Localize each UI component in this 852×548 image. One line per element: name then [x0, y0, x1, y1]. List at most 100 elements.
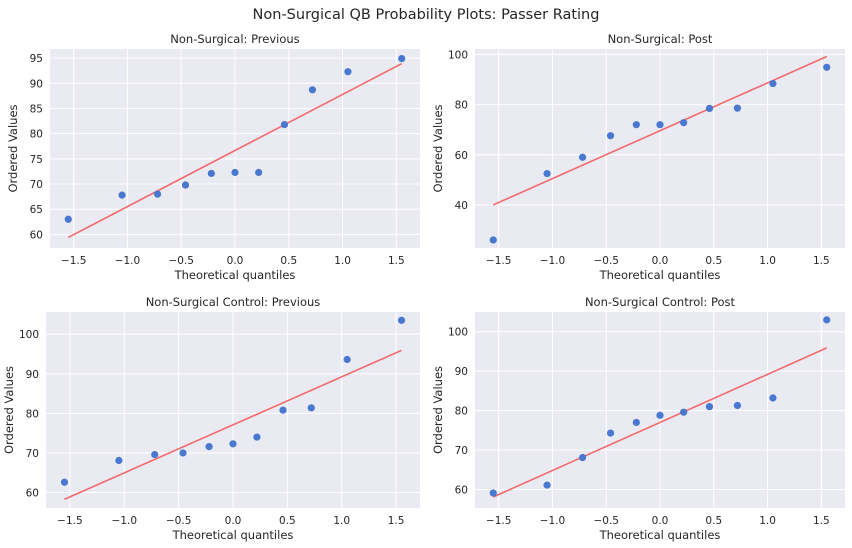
data-point [733, 104, 742, 112]
y-tick-label: 70 [30, 179, 43, 191]
data-point [578, 153, 587, 161]
data-point [231, 168, 239, 177]
x-tick-label: −1.5 [486, 255, 512, 267]
x-tick-label: 1.0 [759, 255, 776, 267]
data-point [255, 168, 263, 177]
x-tick-label: −1.0 [112, 515, 138, 527]
data-point [578, 453, 587, 462]
x-tick-label: 1.5 [388, 255, 405, 267]
x-axis-label: Theoretical quantiles [172, 528, 294, 542]
x-tick-label: 0.5 [705, 515, 722, 527]
data-point [207, 169, 215, 178]
x-axis-label: Theoretical quantiles [599, 528, 721, 542]
fit-line [492, 347, 828, 498]
y-tick-label: 60 [26, 488, 39, 500]
x-tick-label: 1.5 [813, 255, 830, 267]
x-tick-label: 0.5 [280, 255, 297, 267]
data-point [181, 181, 190, 189]
y-tick-label: 70 [26, 448, 39, 460]
data-point [543, 481, 551, 489]
data-point [632, 418, 640, 427]
fit-line [67, 62, 403, 239]
y-tick-label: 80 [455, 406, 468, 418]
data-point [489, 236, 497, 244]
data-point [680, 408, 688, 416]
data-point [118, 191, 126, 199]
y-tick-label: 100 [448, 327, 468, 339]
data-point [705, 403, 714, 411]
x-tick-label: 1.5 [388, 515, 405, 527]
data-point [823, 63, 831, 71]
x-tick-label: −0.5 [168, 255, 194, 267]
y-tick-label: 95 [30, 53, 43, 65]
y-tick-label: 60 [455, 484, 468, 496]
x-tick-label: 0.5 [705, 255, 722, 267]
y-tick-label: 80 [455, 100, 468, 112]
data-point [308, 86, 317, 94]
y-tick-label: 75 [30, 154, 43, 166]
y-tick-label: 80 [30, 129, 43, 141]
x-tick-label: 1.0 [759, 515, 776, 527]
y-tick-label: 70 [455, 445, 468, 457]
data-point [229, 440, 237, 448]
data-point [489, 489, 497, 497]
y-tick-label: 90 [455, 366, 468, 378]
data-point [343, 355, 351, 364]
x-tick-label: −1.5 [61, 255, 87, 267]
figure-suptitle: Non-Surgical QB Probability Plots: Passe… [253, 7, 600, 23]
data-point [543, 169, 551, 178]
data-point [64, 215, 72, 223]
x-tick-label: −1.0 [540, 255, 566, 267]
data-point [680, 119, 688, 127]
data-point [769, 79, 777, 88]
data-point [656, 411, 664, 419]
x-axis-label: Theoretical quantiles [599, 268, 721, 282]
x-tick-label: −0.5 [593, 255, 619, 267]
x-tick-label: 1.5 [813, 515, 830, 527]
data-point [179, 449, 187, 457]
data-point [205, 443, 213, 451]
y-tick-label: 60 [30, 229, 43, 241]
fit-line [64, 349, 402, 501]
y-tick-label: 65 [30, 204, 43, 216]
data-point [344, 68, 352, 76]
data-point [398, 54, 406, 63]
plot-panel-1: −1.5 −1.0 −0.5 0.0 0.5 1.0 1.5 60 65 70 75 80 85 90 95… [6, 32, 420, 282]
data-point [153, 190, 162, 198]
x-tick-label: −1.5 [486, 515, 512, 527]
data-point [705, 104, 714, 112]
y-tick-label: 60 [455, 150, 468, 162]
x-tick-label: −1.0 [540, 515, 566, 527]
data-point [397, 316, 406, 324]
y-tick-label: 40 [455, 200, 468, 212]
plot-panel-3: −1.5 −1.0 −0.5 0.0 0.5 1.0 1.5 60 70 80 90 100 Non-S… [2, 295, 420, 542]
y-tick-label: 90 [26, 369, 39, 381]
data-point [656, 121, 664, 129]
plot-panel-2: −1.5 −1.0 −0.5 0.0 0.5 1.0 1.5 40 60 80 100 Non-Sur… [431, 32, 845, 282]
data-point [115, 456, 123, 465]
x-tick-label: 0.0 [652, 515, 669, 527]
y-axis-label: Ordered Values [431, 366, 445, 454]
subplot-title: Non-Surgical Control: Post [585, 295, 736, 309]
data-point [733, 401, 742, 410]
x-tick-label: −1.0 [115, 255, 141, 267]
subplot-title: Non-Surgical: Post [608, 32, 713, 46]
data-point [307, 404, 315, 412]
subplot-title: Non-Surgical Control: Previous [146, 295, 321, 309]
data-point [280, 120, 289, 129]
y-tick-label: 80 [26, 408, 39, 420]
data-point [279, 406, 287, 414]
x-tick-label: 1.0 [334, 255, 351, 267]
y-tick-label: 85 [30, 103, 43, 115]
y-tick-label: 100 [19, 329, 39, 341]
x-tick-label: 0.5 [279, 515, 296, 527]
x-tick-label: 1.0 [333, 515, 350, 527]
y-axis-label: Ordered Values [431, 104, 445, 192]
x-axis-label: Theoretical quantiles [174, 268, 296, 282]
data-point [151, 450, 159, 459]
y-tick-label: 100 [448, 50, 468, 62]
y-axis-label: Ordered Values [6, 104, 20, 192]
data-point [769, 394, 777, 402]
y-tick-label: 90 [30, 78, 43, 90]
